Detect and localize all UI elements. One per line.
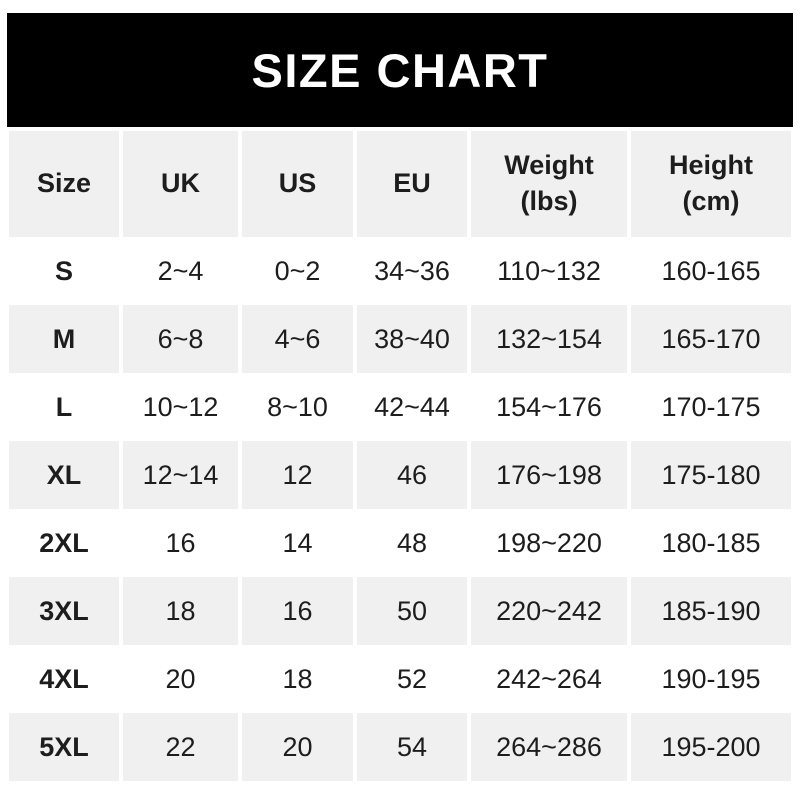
table-row-5xl: 5XL 22 20 54 264~286 195-200 bbox=[9, 713, 791, 781]
cell-weight: 132~154 bbox=[471, 305, 627, 373]
cell-weight: 154~176 bbox=[496, 391, 602, 422]
page-title: SIZE CHART bbox=[251, 43, 549, 97]
size-chart-table: Size UK US EU Weight (lbs) Height (cm) S 2… bbox=[5, 131, 795, 781]
column-header-weight: Weight (lbs) bbox=[471, 131, 627, 237]
cell-height: 175-180 bbox=[631, 441, 791, 509]
column-header-eu: EU bbox=[357, 131, 467, 237]
cell-weight: 264~286 bbox=[471, 713, 627, 781]
cell-uk: 20 bbox=[165, 663, 196, 694]
cell-uk: 6~8 bbox=[123, 305, 238, 373]
cell-eu: 38~40 bbox=[357, 305, 467, 373]
table-row-4xl: 4XL 20 18 52 242~264 190-195 bbox=[9, 645, 791, 713]
cell-size: S bbox=[54, 255, 73, 286]
cell-eu: 46 bbox=[357, 441, 467, 509]
column-header-label: Size bbox=[36, 168, 92, 199]
cell-size: 3XL bbox=[9, 577, 119, 645]
column-header-label: EU bbox=[393, 168, 431, 199]
cell-size: 4XL bbox=[39, 663, 89, 694]
column-header-height: Height (cm) bbox=[631, 131, 791, 237]
column-header-sublabel: (cm) bbox=[682, 186, 740, 216]
cell-us: 0~2 bbox=[274, 255, 321, 286]
cell-us: 4~6 bbox=[242, 305, 353, 373]
cell-us: 8~10 bbox=[267, 391, 328, 422]
cell-eu: 50 bbox=[357, 577, 467, 645]
cell-size: 5XL bbox=[9, 713, 119, 781]
column-header-label: Weight bbox=[504, 150, 594, 181]
cell-size: XL bbox=[9, 441, 119, 509]
cell-weight: 176~198 bbox=[471, 441, 627, 509]
cell-eu: 48 bbox=[396, 527, 428, 558]
table-row-3xl: 3XL 18 16 50 220~242 185-190 bbox=[9, 577, 791, 645]
cell-weight: 110~132 bbox=[497, 255, 601, 286]
cell-height: 170-175 bbox=[661, 391, 761, 422]
cell-eu: 52 bbox=[396, 663, 428, 694]
cell-size: L bbox=[55, 391, 73, 422]
cell-us: 16 bbox=[242, 577, 353, 645]
column-header-sublabel: (lbs) bbox=[520, 186, 578, 216]
cell-height: 165-170 bbox=[631, 305, 791, 373]
table-row-2xl: 2XL 16 14 48 198~220 180-185 bbox=[9, 509, 791, 577]
column-header-label: UK bbox=[161, 168, 200, 199]
cell-weight: 198~220 bbox=[496, 527, 602, 558]
cell-eu: 34~36 bbox=[374, 255, 450, 286]
cell-uk: 18 bbox=[123, 577, 238, 645]
cell-weight: 220~242 bbox=[471, 577, 627, 645]
table-row-xl: XL 12~14 12 46 176~198 175-180 bbox=[9, 441, 791, 509]
cell-us: 14 bbox=[282, 527, 313, 558]
column-header-label: US bbox=[278, 168, 317, 199]
cell-height: 190-195 bbox=[661, 663, 761, 694]
column-header-label: Height bbox=[669, 150, 753, 181]
column-header-size: Size bbox=[9, 131, 119, 237]
cell-height: 185-190 bbox=[631, 577, 791, 645]
cell-eu: 42~44 bbox=[374, 391, 450, 422]
column-header-uk: UK bbox=[123, 131, 238, 237]
column-header-us: US bbox=[242, 131, 353, 237]
table-row-s: S 2~4 0~2 34~36 110~132 160-165 bbox=[9, 237, 791, 305]
cell-uk: 16 bbox=[165, 527, 196, 558]
cell-height: 195-200 bbox=[631, 713, 791, 781]
cell-weight: 242~264 bbox=[496, 663, 602, 694]
cell-us: 12 bbox=[242, 441, 353, 509]
cell-height: 160-165 bbox=[661, 255, 761, 286]
cell-height: 180-185 bbox=[661, 527, 761, 558]
cell-uk: 10~12 bbox=[142, 391, 219, 422]
cell-size: 2XL bbox=[39, 527, 89, 558]
cell-uk: 2~4 bbox=[157, 255, 204, 286]
cell-uk: 22 bbox=[123, 713, 238, 781]
cell-us: 18 bbox=[282, 663, 313, 694]
cell-size: M bbox=[9, 305, 119, 373]
cell-eu: 54 bbox=[357, 713, 467, 781]
cell-uk: 12~14 bbox=[123, 441, 238, 509]
table-row-l: L 10~12 8~10 42~44 154~176 170-175 bbox=[9, 373, 791, 441]
cell-us: 20 bbox=[242, 713, 353, 781]
title-banner: SIZE CHART bbox=[7, 13, 793, 127]
table-row-m: M 6~8 4~6 38~40 132~154 165-170 bbox=[9, 305, 791, 373]
table-header-row: Size UK US EU Weight (lbs) Height (cm) bbox=[9, 131, 791, 237]
